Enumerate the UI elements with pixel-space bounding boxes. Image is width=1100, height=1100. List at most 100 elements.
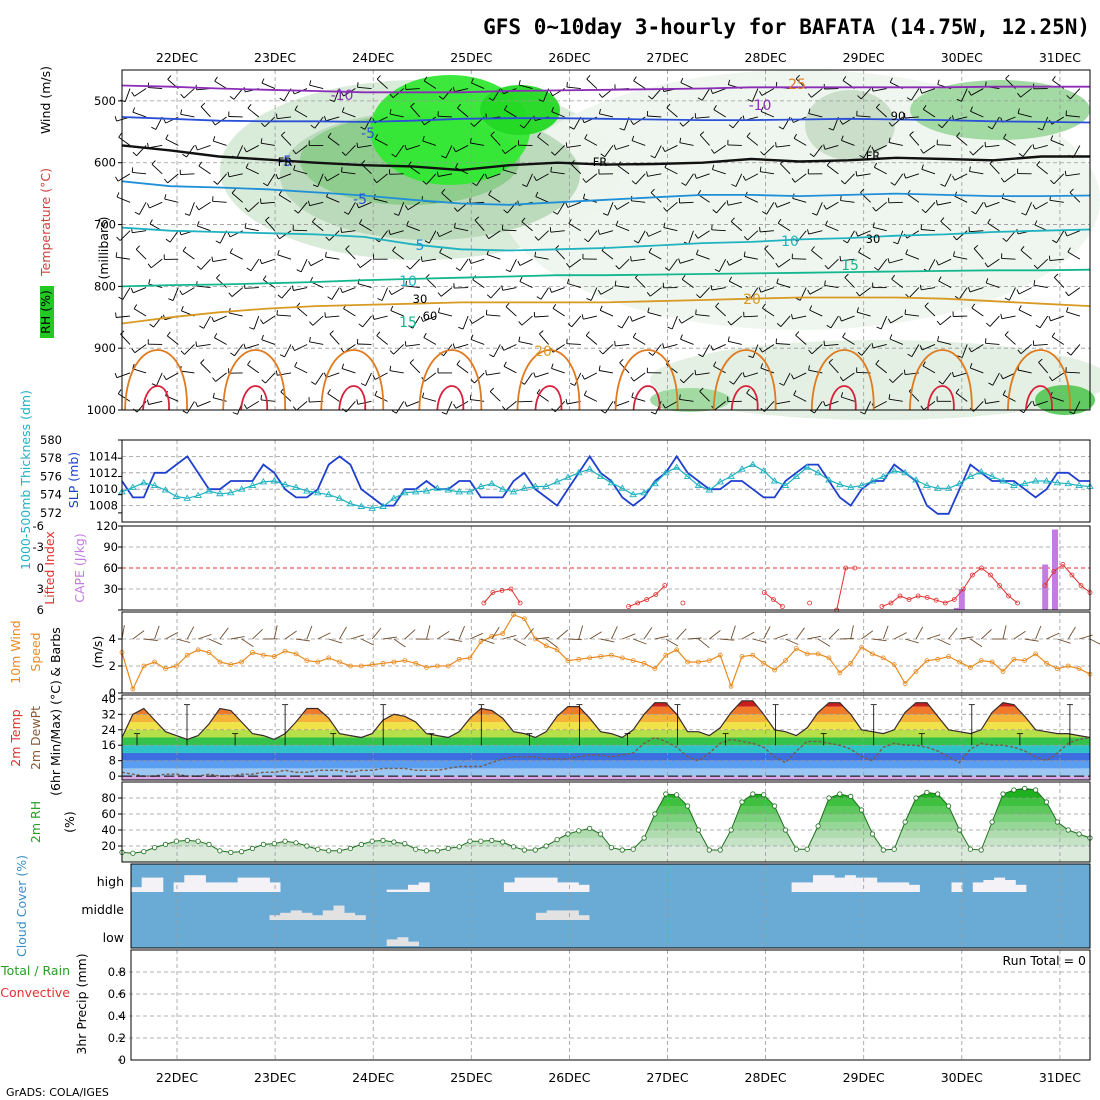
upper-wind-barb-flag xyxy=(892,241,898,245)
thickness-marker xyxy=(912,476,920,483)
isotherm-25-cell xyxy=(124,349,188,411)
upper-wind-barb xyxy=(894,173,904,186)
upper-wind-barb xyxy=(261,142,275,146)
upper-wind-barb-flag xyxy=(890,182,896,186)
upper-wind-barb-flag xyxy=(453,403,457,409)
upper-wind-barb-flag xyxy=(585,331,590,336)
upper-wind-barb xyxy=(148,400,163,405)
upper-wind-barb-flag xyxy=(888,394,891,400)
wind-speed-marker xyxy=(989,659,995,665)
lifted-index-marker xyxy=(988,572,993,578)
upper-wind-barb-flag xyxy=(168,298,174,302)
upper-wind-barb-flag xyxy=(904,309,907,315)
upper-wind-barb-flag xyxy=(549,227,552,233)
upper-wind-barb xyxy=(989,163,1000,175)
upper-wind-barb-flag xyxy=(646,231,649,237)
pressure-tick: 500 xyxy=(94,94,116,108)
precip-frame xyxy=(130,949,1091,1061)
upper-wind-barb xyxy=(840,200,855,203)
upper-wind-barb xyxy=(345,145,356,156)
upper-wind-barb xyxy=(808,230,823,235)
upper-wind-barb xyxy=(679,398,694,402)
upper-wind-barb xyxy=(617,165,630,175)
rh-band xyxy=(122,838,1090,846)
upper-wind-barb xyxy=(928,258,936,272)
wind-barb xyxy=(306,625,313,640)
temp-band xyxy=(122,737,1090,746)
upper-wind-barb-flag xyxy=(372,374,376,380)
upper-wind-barb-flag xyxy=(244,207,249,212)
upper-wind-barb-flag xyxy=(1032,144,1035,150)
upper-wind-barb-flag xyxy=(697,97,703,101)
upper-wind-barb-flag xyxy=(664,267,670,271)
upper-wind-barb-flag xyxy=(984,141,986,147)
upper-wind-barb-flag xyxy=(597,229,600,235)
upper-wind-barb xyxy=(454,344,469,349)
upper-wind-barb xyxy=(132,287,147,294)
upper-wind-barb-flag xyxy=(586,297,592,301)
upper-wind-barb-flag xyxy=(200,359,205,364)
wind-speed-marker xyxy=(837,670,843,676)
upper-wind-barb xyxy=(728,340,742,345)
upper-wind-barb xyxy=(438,312,453,317)
isotherm-25-cell xyxy=(908,349,973,411)
thickness-marker xyxy=(629,490,637,498)
upper-wind-barb xyxy=(864,401,872,415)
high-cloud-bar xyxy=(898,882,910,892)
wind-barb xyxy=(720,638,735,641)
thickness-tick: 580 xyxy=(40,433,62,447)
upper-wind-barb xyxy=(712,88,726,95)
upper-wind-barb-flag xyxy=(505,302,510,307)
upper-wind-barb xyxy=(215,372,227,382)
upper-wind-barb xyxy=(859,287,871,297)
high-cloud-bar xyxy=(887,882,899,892)
upper-wind-barb xyxy=(325,116,340,122)
rh-tick: 60 xyxy=(101,807,116,821)
upper-wind-barb xyxy=(680,82,694,89)
wind-tick: 4 xyxy=(109,632,116,646)
upper-wind-barb-flag xyxy=(905,249,909,255)
upper-wind-barb xyxy=(652,344,662,356)
upper-wind-barb-flag xyxy=(519,124,525,129)
upper-wind-barb xyxy=(442,88,453,100)
upper-wind-barb-flag xyxy=(262,275,267,281)
upper-wind-barb xyxy=(310,258,324,267)
upper-wind-barb-flag xyxy=(1032,204,1036,210)
rh-marker xyxy=(608,844,615,851)
wind-speed-marker xyxy=(761,660,767,666)
pressure-tick: 700 xyxy=(94,218,116,232)
upper-wind-barb xyxy=(265,372,276,384)
thickness-marker xyxy=(966,472,975,479)
upper-wind-barb-flag xyxy=(261,122,266,128)
high-cloud-bar xyxy=(173,882,185,892)
upper-wind-barb xyxy=(214,337,227,345)
high-cloud-bar xyxy=(386,889,398,892)
upper-wind-barb xyxy=(1050,139,1064,146)
upper-wind-barb-flag xyxy=(566,82,568,88)
rh-tick: 40 xyxy=(101,823,116,837)
freezing-label: FR xyxy=(278,155,293,169)
top-date-label: 27DEC xyxy=(646,50,688,65)
upper-wind-barb-flag xyxy=(501,285,504,291)
rh-marker xyxy=(1076,831,1082,837)
upper-wind-barb xyxy=(730,315,743,326)
upper-wind-barb-flag xyxy=(148,278,151,285)
slp-tick: 1012 xyxy=(89,466,118,480)
upper-wind-barb xyxy=(971,307,984,317)
isotherm-label: 15 xyxy=(399,315,417,331)
upper-wind-barb-flag xyxy=(358,323,363,328)
upper-wind-barb-flag xyxy=(633,240,639,244)
upper-wind-barb xyxy=(550,230,565,233)
upper-wind-barb xyxy=(535,196,549,203)
upper-wind-barb xyxy=(439,230,453,238)
upper-wind-barb-flag xyxy=(377,298,383,301)
upper-wind-barb xyxy=(504,109,517,118)
upper-wind-barb xyxy=(503,365,517,374)
middle-cloud-bar xyxy=(557,910,569,920)
upper-wind-barb-flag xyxy=(469,394,472,400)
cape-frame xyxy=(121,525,1091,611)
upper-wind-barb-flag xyxy=(699,131,705,136)
wind-barb xyxy=(567,638,582,641)
upper-wind-barb-flag xyxy=(855,171,858,177)
thickness-marker xyxy=(129,483,137,490)
